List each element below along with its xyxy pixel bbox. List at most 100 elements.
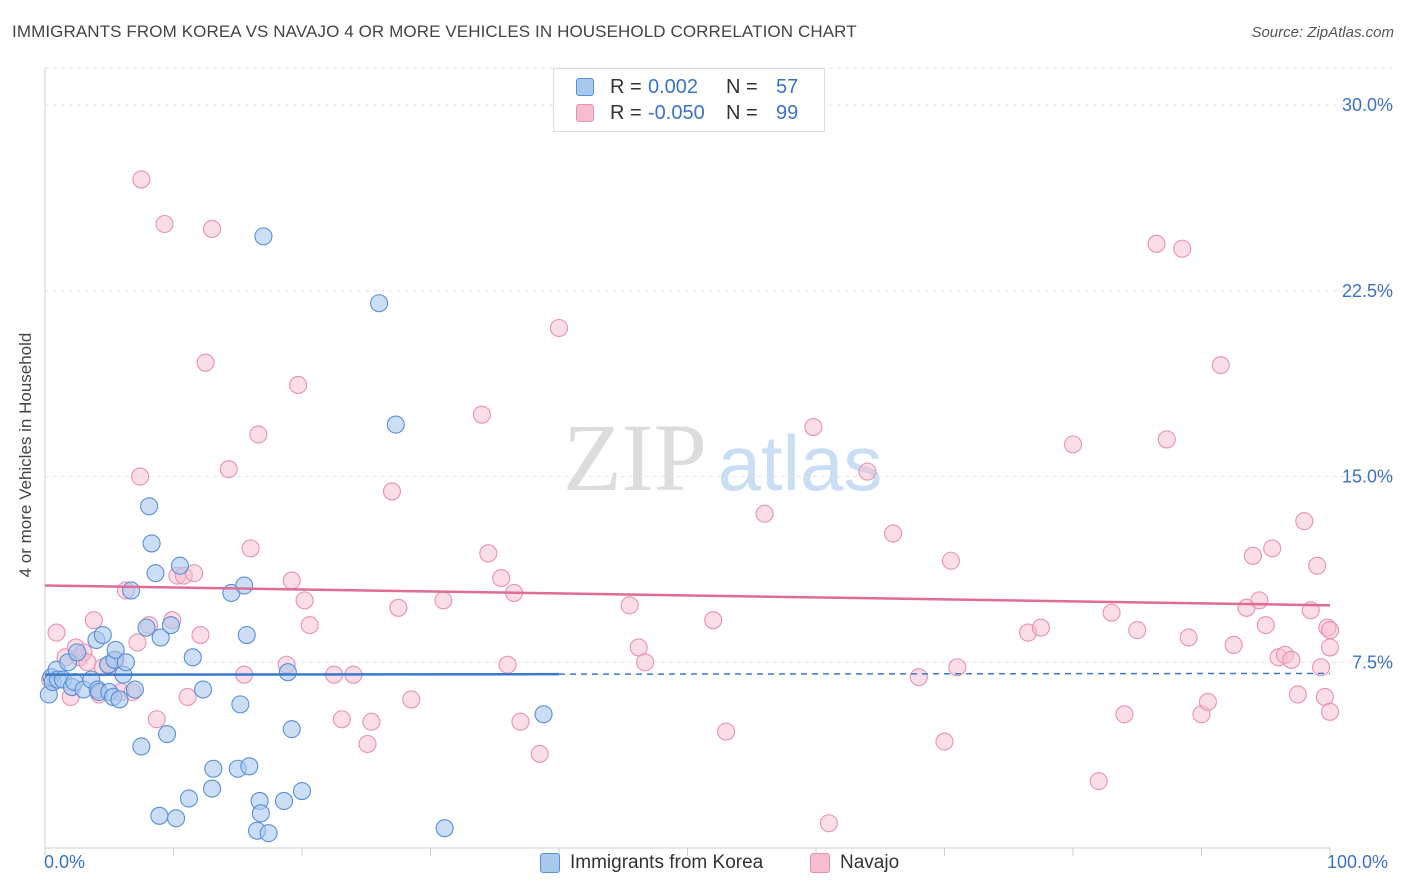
trend-lines	[44, 584, 1331, 676]
korea-point	[183, 648, 202, 667]
navajo-point	[1173, 239, 1192, 258]
korea-point	[534, 705, 553, 724]
navajo-point	[382, 482, 402, 501]
legend-n-value: 57	[776, 75, 799, 98]
series-legend-korea[interactable]: Immigrants from Korea	[540, 852, 763, 874]
korea-point	[68, 643, 87, 662]
navajo-point	[909, 668, 928, 687]
navajo-point	[716, 722, 736, 741]
legend-r-label: R =	[610, 75, 642, 98]
navajo-point	[289, 375, 308, 395]
navajo-swatch	[576, 104, 594, 122]
navajo-point	[1295, 512, 1314, 531]
korea-point	[231, 695, 250, 714]
navajo-point	[1311, 658, 1331, 677]
navajo-point	[620, 596, 639, 615]
korea-point	[158, 725, 177, 744]
navajo-point	[219, 460, 238, 479]
korea-point	[204, 759, 223, 778]
navajo-point	[1243, 546, 1262, 565]
korea-point	[435, 819, 454, 838]
korea-point	[167, 809, 186, 828]
navajo-point	[434, 591, 453, 610]
legend-r-label: R =	[610, 101, 642, 124]
legend-r-value: 0.002	[648, 75, 699, 98]
korea-point	[142, 534, 161, 553]
navajo-point	[948, 658, 967, 677]
navajo-point	[47, 623, 66, 642]
navajo-point	[1179, 628, 1198, 647]
x-tick-label-max: 100.0%	[1327, 852, 1389, 872]
korea-point	[140, 497, 159, 516]
navajo-point	[941, 551, 960, 570]
korea-point	[116, 653, 136, 672]
source-credit: Source: ZipAtlas.com	[1251, 24, 1394, 41]
navajo-point	[1256, 616, 1275, 635]
navajo-point	[1198, 692, 1217, 711]
y-axis-label: 4 or more Vehicles in Household	[16, 332, 35, 578]
navajo-trend-line	[44, 584, 1331, 607]
navajo-point	[1031, 618, 1050, 637]
legend-n-value: 99	[776, 101, 799, 124]
navajo-point	[191, 625, 210, 645]
navajo-legend-label: Navajo	[840, 852, 900, 873]
korea-point	[110, 690, 129, 709]
navajo-point	[295, 591, 314, 610]
navajo-point	[1128, 621, 1147, 640]
navajo-point	[1211, 356, 1230, 375]
navajo-point	[196, 353, 215, 372]
watermark-zip: ZIP	[563, 404, 707, 511]
korea-point	[93, 625, 112, 645]
navajo-point	[884, 524, 903, 543]
navajo-point	[128, 633, 147, 652]
korea-point	[106, 640, 125, 659]
navajo-point	[1115, 705, 1134, 724]
navajo-point	[1282, 650, 1301, 669]
navajo-point	[185, 564, 204, 583]
korea-legend-label: Immigrants from Korea	[570, 852, 764, 873]
korea-point	[137, 618, 156, 637]
navajo-point	[511, 712, 530, 731]
navajo-point	[155, 214, 174, 234]
korea-point	[203, 779, 222, 798]
navajo-point	[704, 611, 723, 630]
navajo-point	[1263, 539, 1282, 558]
zipatlas-watermark: ZIP atlas	[563, 404, 882, 511]
korea-point	[132, 737, 151, 756]
korea-point	[278, 663, 297, 682]
series-legend-navajo[interactable]: Navajo	[810, 852, 899, 874]
navajo-point	[1147, 234, 1166, 253]
korea-point	[370, 294, 389, 313]
axes	[44, 68, 1331, 856]
navajo-point	[241, 539, 260, 558]
korea-point	[386, 415, 405, 434]
navajo-point	[858, 462, 877, 481]
legend-row-navajo: R = -0.050 N = 99	[576, 101, 798, 125]
navajo-point	[282, 571, 301, 590]
y-tick-label: 30.0%	[1342, 95, 1393, 115]
navajo-point	[84, 611, 103, 630]
korea-point	[151, 628, 170, 647]
navajo-point	[755, 504, 774, 523]
korea-point	[170, 556, 189, 575]
korea-point	[282, 720, 301, 739]
navajo-point	[203, 219, 222, 239]
korea-point	[240, 757, 259, 776]
navajo-point	[147, 710, 166, 729]
y-tick-label: 15.0%	[1342, 467, 1393, 487]
navajo-point	[131, 467, 150, 486]
korea-point	[259, 824, 278, 843]
korea-point	[274, 791, 294, 811]
navajo-point	[362, 712, 381, 731]
series-legend: Immigrants from Korea Navajo	[0, 852, 1406, 876]
navajo-point	[402, 690, 421, 709]
korea-legend-swatch	[540, 853, 560, 873]
korea-point	[235, 576, 254, 595]
korea-point	[251, 804, 270, 823]
navajo-point	[300, 616, 319, 635]
korea-points	[39, 227, 553, 843]
grid-lines	[45, 67, 1392, 663]
korea-point	[125, 680, 144, 699]
korea-point	[254, 227, 273, 246]
korea-point	[146, 564, 165, 583]
